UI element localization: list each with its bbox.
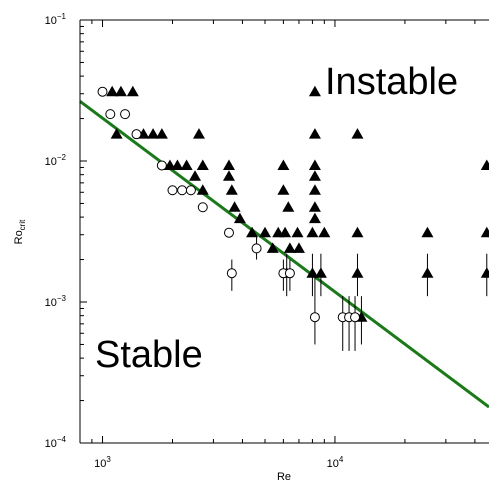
y-tick-label: 10−1 bbox=[45, 12, 67, 27]
stable-point bbox=[284, 268, 295, 279]
unstable-point bbox=[308, 212, 321, 224]
y-tick-label-exponent: −2 bbox=[57, 153, 67, 162]
unstable-point bbox=[318, 226, 331, 238]
stable-point bbox=[97, 86, 108, 97]
unstable-point bbox=[308, 170, 321, 181]
stable-point bbox=[223, 227, 234, 238]
stable-point bbox=[131, 129, 142, 140]
stable-point bbox=[120, 109, 131, 120]
y-tick-label: 10−4 bbox=[45, 435, 67, 450]
unstable-point bbox=[480, 267, 489, 278]
unstable-point bbox=[291, 226, 304, 238]
unstable-point bbox=[196, 184, 209, 195]
x-tick-label-exponent: 4 bbox=[339, 455, 344, 464]
y-tick-label-base: 10 bbox=[45, 438, 57, 450]
instable-label: Instable bbox=[325, 61, 458, 103]
unstable-point bbox=[308, 159, 321, 170]
y-tick-label-exponent: −4 bbox=[57, 435, 67, 444]
x-tick-label-base: 10 bbox=[94, 458, 106, 470]
unstable-point bbox=[114, 85, 127, 97]
unstable-point bbox=[308, 128, 321, 139]
unstable-point bbox=[279, 226, 292, 238]
unstable-point bbox=[282, 201, 295, 212]
stable-label: Stable bbox=[95, 334, 203, 376]
stable-point bbox=[185, 185, 196, 196]
unstable-point bbox=[421, 226, 434, 238]
stable-point bbox=[309, 312, 320, 323]
unstable-point bbox=[196, 159, 209, 170]
x-tick-label: 103 bbox=[94, 455, 111, 470]
stable-point bbox=[105, 109, 116, 120]
unstable-point bbox=[351, 226, 364, 238]
stable-point bbox=[197, 202, 208, 213]
unstable-point bbox=[306, 267, 319, 278]
stable-point bbox=[350, 312, 361, 323]
unstable-point bbox=[225, 184, 238, 195]
stable-point bbox=[156, 160, 167, 171]
unstable-point bbox=[266, 242, 279, 253]
stable-point bbox=[167, 185, 178, 196]
y-tick-label: 10−3 bbox=[45, 294, 67, 309]
unstable-point bbox=[246, 226, 259, 238]
y-tick-label-base: 10 bbox=[45, 297, 57, 309]
unstable-point bbox=[258, 226, 271, 238]
y-axis-label-main: Ro bbox=[13, 230, 25, 244]
x-axis-label: Re bbox=[277, 471, 291, 483]
unstable-point bbox=[233, 212, 246, 224]
unstable-point bbox=[480, 159, 489, 170]
unstable-point bbox=[308, 201, 321, 212]
unstable-point bbox=[228, 201, 241, 212]
y-tick-label-base: 10 bbox=[45, 15, 57, 27]
unstable-point bbox=[147, 128, 160, 139]
x-tick-label-base: 10 bbox=[327, 458, 339, 470]
unstable-point bbox=[306, 226, 319, 238]
y-tick-label-exponent: −1 bbox=[57, 12, 67, 21]
unstable-point bbox=[351, 267, 364, 278]
stable-point bbox=[177, 185, 188, 196]
y-axis-label: Rocrit bbox=[13, 219, 27, 245]
y-axis-label-sub: crit bbox=[18, 219, 27, 230]
unstable-point bbox=[155, 128, 168, 139]
unstable-point bbox=[314, 267, 327, 278]
marks bbox=[79, 85, 489, 409]
stable-point bbox=[226, 268, 237, 279]
unstable-point bbox=[421, 267, 434, 278]
unstable-point bbox=[308, 184, 321, 195]
unstable-point bbox=[277, 184, 290, 195]
unstable-point bbox=[192, 128, 205, 139]
unstable-point bbox=[283, 242, 296, 253]
unstable-point bbox=[171, 159, 184, 170]
unstable-point bbox=[126, 85, 139, 97]
unstable-point bbox=[110, 128, 123, 139]
x-tick-label-exponent: 3 bbox=[106, 455, 111, 464]
unstable-point bbox=[292, 242, 305, 253]
unstable-point bbox=[106, 85, 119, 97]
unstable-point bbox=[480, 226, 489, 238]
fit-line bbox=[79, 100, 489, 409]
y-tick-label-exponent: −3 bbox=[57, 294, 67, 303]
unstable-point bbox=[180, 159, 193, 170]
stable-point bbox=[251, 243, 262, 254]
unstable-point bbox=[222, 159, 235, 170]
unstable-point bbox=[308, 85, 321, 97]
y-tick-label: 10−2 bbox=[45, 153, 67, 168]
x-tick-label: 104 bbox=[327, 455, 344, 470]
unstable-point bbox=[222, 170, 235, 181]
y-tick-label-base: 10 bbox=[45, 156, 57, 168]
unstable-point bbox=[351, 128, 364, 139]
unstable-point bbox=[189, 170, 202, 181]
unstable-point bbox=[277, 159, 290, 170]
